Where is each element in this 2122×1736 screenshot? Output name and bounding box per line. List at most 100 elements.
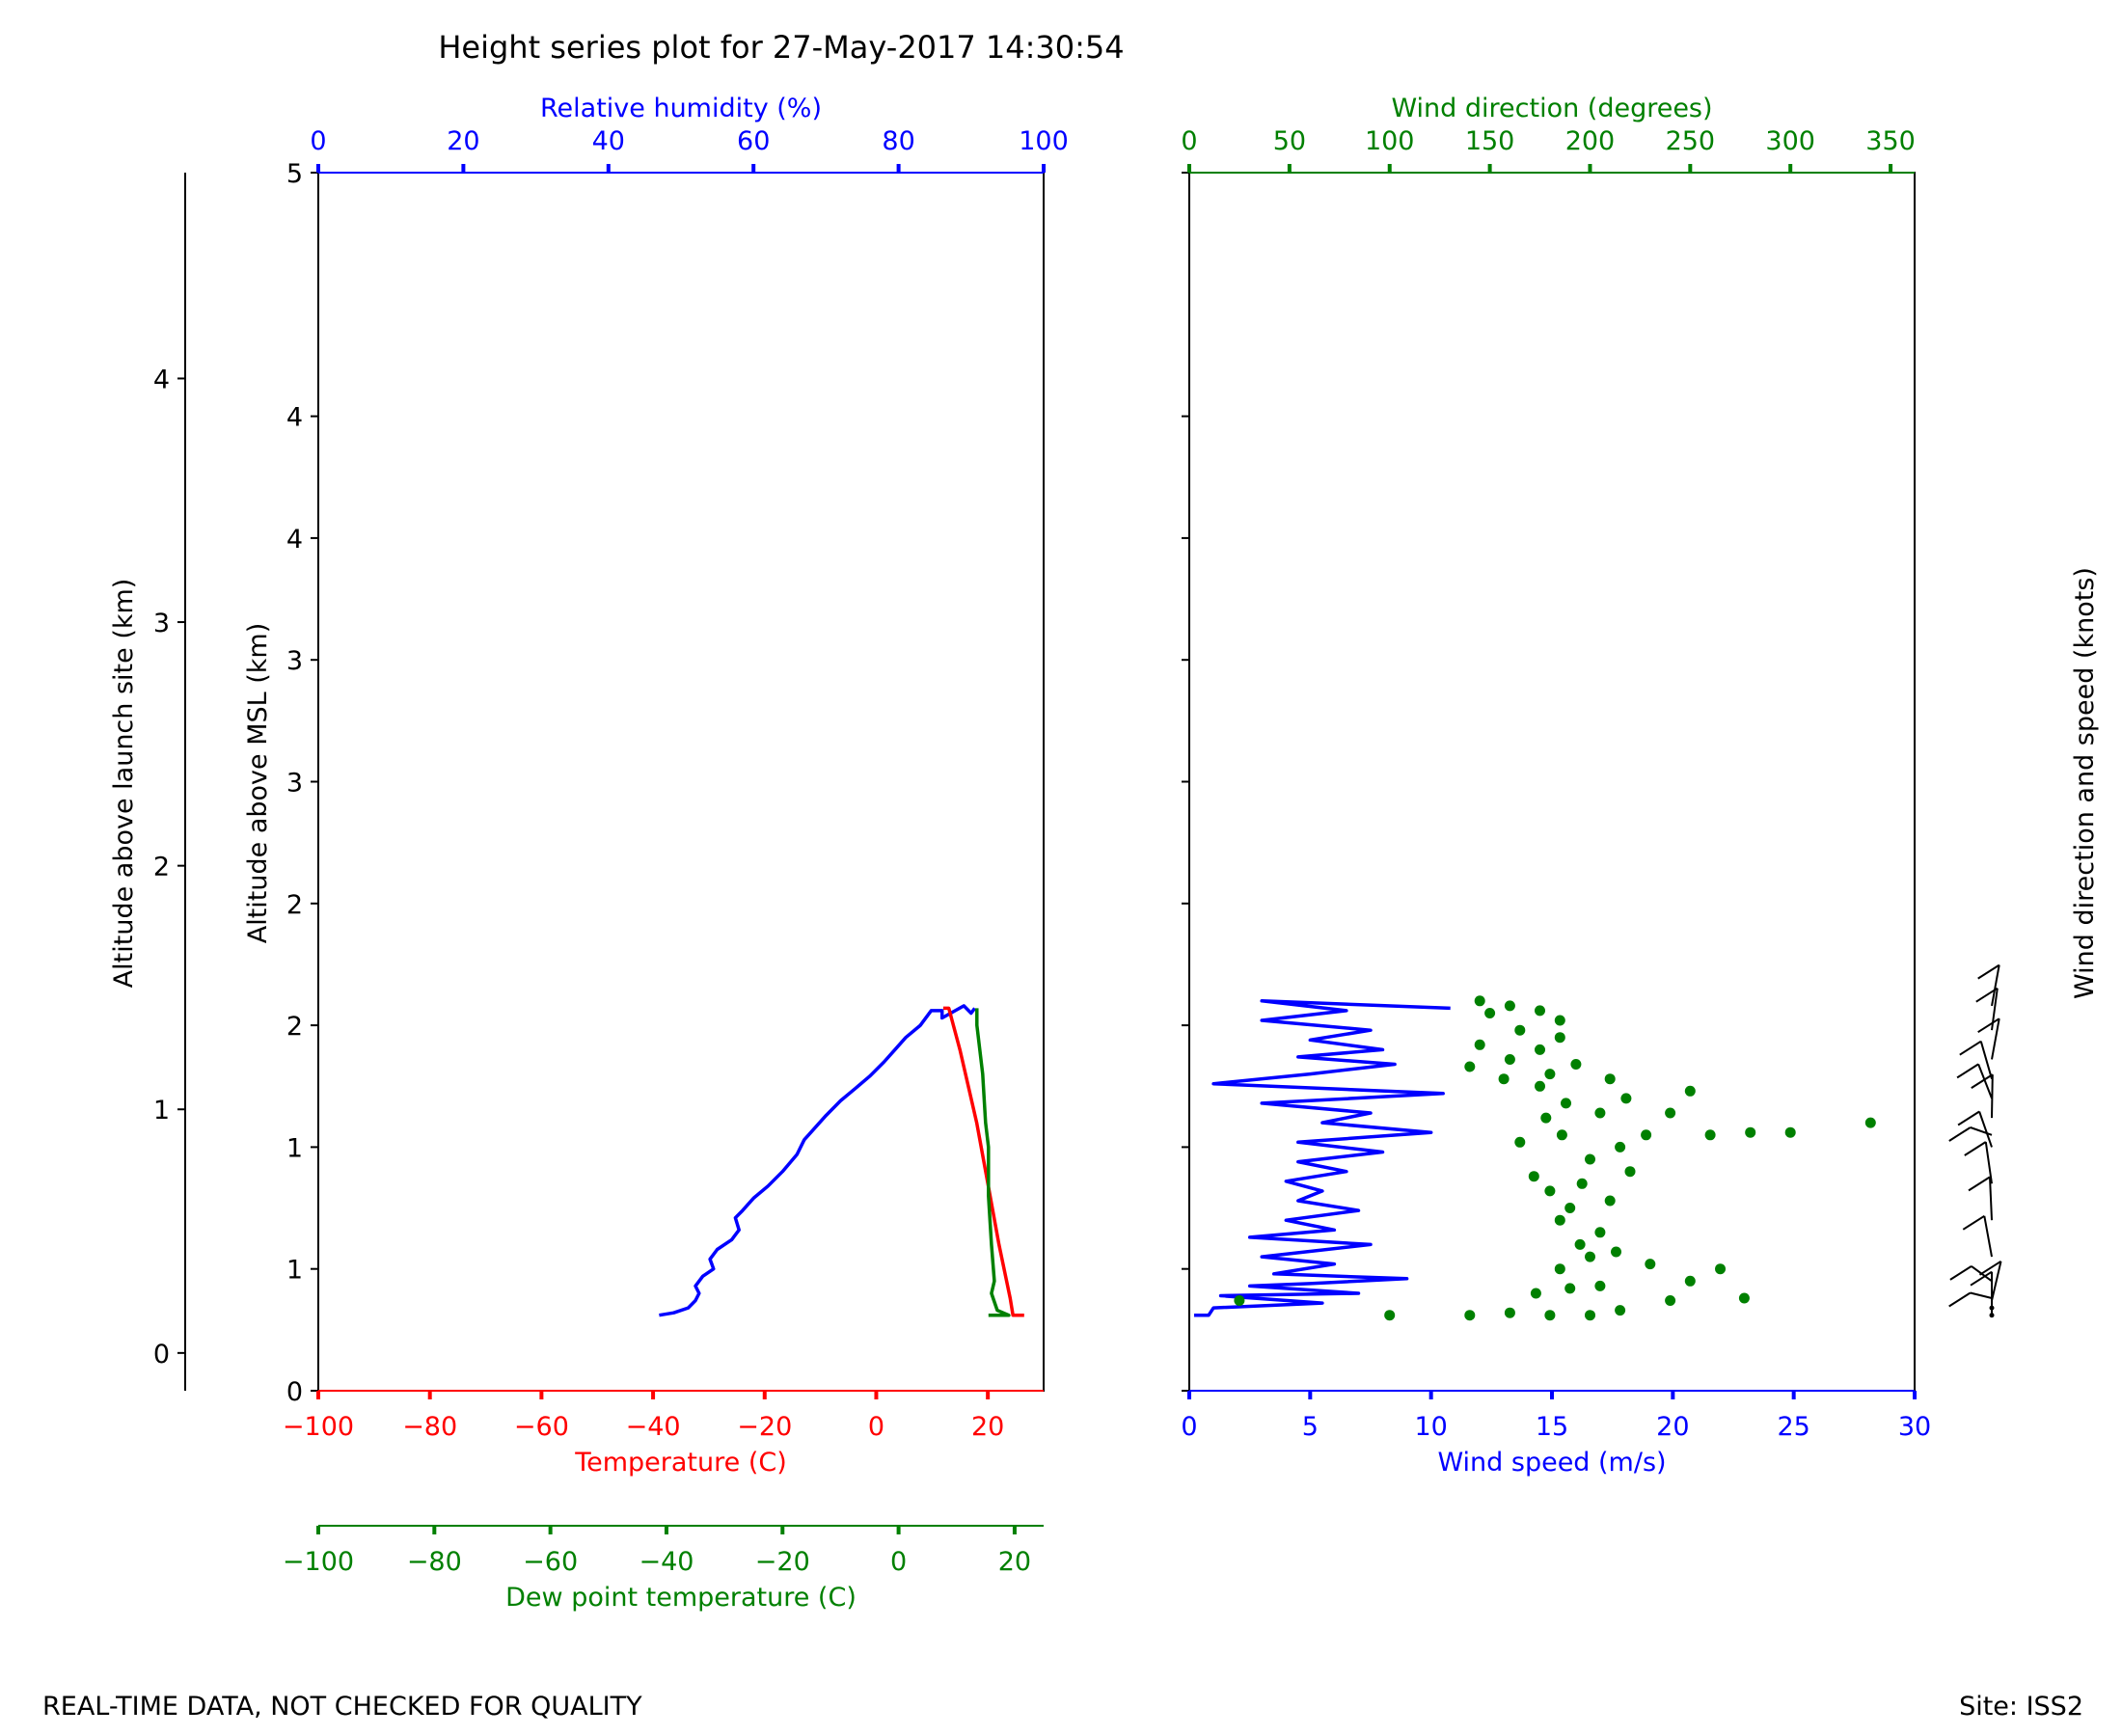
- msl-tick-label: 5: [286, 159, 303, 189]
- msl-tick-label: 3: [286, 646, 303, 676]
- wind-barb: [1979, 1041, 1993, 1079]
- wind-direction-point: [1564, 1283, 1576, 1294]
- wind-direction-point: [1484, 1008, 1496, 1018]
- dewpoint-tick-label: −80: [407, 1547, 462, 1577]
- chart-title: Height series plot for 27-May-2017 14:30…: [438, 29, 1124, 66]
- wind-plot-frame: [1188, 172, 1916, 1392]
- site-label: Site: ISS2: [1959, 1692, 2083, 1722]
- wind-direction-point: [1624, 1166, 1636, 1178]
- wind-barb-flag: [1957, 1110, 1980, 1126]
- msl-tick-label: 4: [286, 403, 303, 433]
- temperature-tick-label: −20: [737, 1412, 792, 1442]
- temperature-tick-label: −80: [402, 1412, 457, 1442]
- wind-direction-point: [1504, 1054, 1515, 1065]
- wind-barb: [1970, 1291, 1993, 1299]
- dewpoint-tick-label: 0: [890, 1547, 907, 1577]
- wind-barb-flag: [1959, 1040, 1982, 1056]
- dewpoint-tick-label: −40: [639, 1547, 694, 1577]
- wind-barb-flag: [1968, 1176, 1991, 1192]
- wind-direction-point: [1554, 1263, 1565, 1275]
- wind-direction-point: [1615, 1305, 1626, 1316]
- rh-tick-label: 20: [447, 126, 479, 156]
- wind-direction-point: [1715, 1263, 1726, 1275]
- wind-speed-line: [1194, 999, 1451, 1317]
- wind-direction-point: [1544, 1185, 1556, 1197]
- wind-speed-tick-label: 30: [1898, 1412, 1931, 1442]
- wind-direction-point: [1556, 1129, 1567, 1141]
- wind-barb-flag: [1977, 963, 2000, 980]
- wind-direction-point: [1745, 1126, 1756, 1138]
- temperature-tick-label: −60: [514, 1412, 569, 1442]
- wind-direction-point: [1738, 1292, 1750, 1304]
- site-tick-label: 0: [153, 1340, 170, 1370]
- wind-direction-axis-label: Wind direction (degrees): [1391, 94, 1712, 123]
- wind-speed-tick-label: 5: [1302, 1412, 1319, 1442]
- site-tick-label: 4: [153, 365, 170, 394]
- temperature-axis-label: Temperature (C): [574, 1448, 787, 1478]
- wind-barb-flag: [1971, 1073, 1994, 1089]
- wind-barb: [1983, 1215, 1993, 1258]
- wind-barb: [1991, 1074, 1994, 1119]
- wind-direction-point: [1620, 1093, 1632, 1104]
- wind-barb-flag: [1978, 1260, 2002, 1276]
- wind-speed-tick-label: 20: [1656, 1412, 1689, 1442]
- wind-barb: [1991, 964, 2000, 1007]
- wind-direction-point: [1594, 1227, 1606, 1238]
- thermo-plot-frame: [317, 172, 1045, 1392]
- wind-barbs: [1948, 963, 2002, 1318]
- wind-direction-point: [1645, 1259, 1656, 1270]
- wind-direction-point: [1554, 1214, 1565, 1226]
- temperature-tick-label: −40: [626, 1412, 681, 1442]
- msl-tick-label: 2: [286, 890, 303, 920]
- wind-direction-point: [1504, 1000, 1515, 1012]
- rh-tick-label: 0: [310, 126, 326, 156]
- wind-speed-tick-label: 15: [1536, 1412, 1568, 1442]
- site-axis-label: Altitude above launch site (km): [109, 579, 139, 989]
- wind-direction-point: [1498, 1073, 1510, 1085]
- wind-direction-point: [1540, 1112, 1552, 1124]
- wind-direction-point: [1684, 1275, 1696, 1287]
- wind-direction-point: [1784, 1126, 1796, 1138]
- wind-direction-point: [1641, 1129, 1652, 1141]
- wind-barb-flag: [1948, 1126, 1972, 1142]
- wind-direction-point: [1684, 1085, 1696, 1097]
- wind-direction-tick-label: 50: [1273, 126, 1306, 156]
- dewpoint-axis-label: Dew point temperature (C): [505, 1583, 857, 1613]
- site-tick-label: 1: [153, 1096, 170, 1126]
- wind-barb-flag: [1964, 1141, 1987, 1156]
- wind-direction-point: [1564, 1203, 1576, 1213]
- rh-tick-label: 60: [737, 126, 770, 156]
- wind-direction-point: [1554, 1015, 1565, 1026]
- wind-direction-point: [1585, 1153, 1595, 1165]
- wind-direction-point: [1665, 1295, 1676, 1306]
- wind-direction-tick-label: 0: [1181, 126, 1197, 156]
- msl-tick-label: 1: [286, 1133, 303, 1163]
- wind-direction-point: [1535, 1080, 1545, 1092]
- dewpoint-tick-label: −60: [523, 1547, 578, 1577]
- msl-tick-label: 1: [286, 1256, 303, 1286]
- msl-axis-label: Altitude above MSL (km): [243, 623, 273, 944]
- wind-direction-tick-label: 150: [1465, 126, 1515, 156]
- wind-barb-flag: [1977, 1017, 2000, 1034]
- wind-barb: [1971, 1265, 1993, 1283]
- wind-barb-flag: [1949, 1265, 1972, 1281]
- wind-direction-point: [1554, 1032, 1565, 1044]
- wind-direction-point: [1585, 1251, 1595, 1262]
- msl-tick-label: 2: [286, 1012, 303, 1042]
- wind-direction-point: [1570, 1059, 1582, 1070]
- wind-direction-point: [1535, 1044, 1545, 1055]
- wind-barb: [1984, 1141, 1993, 1184]
- msl-tick-label: 3: [286, 769, 303, 799]
- wind-direction-point: [1474, 995, 1485, 1007]
- temperature-tick-label: −100: [283, 1412, 354, 1442]
- wind-direction-tick-label: 250: [1666, 126, 1716, 156]
- wind-direction-point: [1611, 1246, 1621, 1258]
- wind-direction-point: [1864, 1117, 1876, 1128]
- site-tick-label: 2: [153, 853, 170, 882]
- wind-barb: [1991, 988, 1999, 1031]
- dewpoint-tick-label: −100: [283, 1547, 354, 1577]
- rh-line: [659, 1004, 977, 1317]
- wind-direction-point: [1594, 1280, 1606, 1291]
